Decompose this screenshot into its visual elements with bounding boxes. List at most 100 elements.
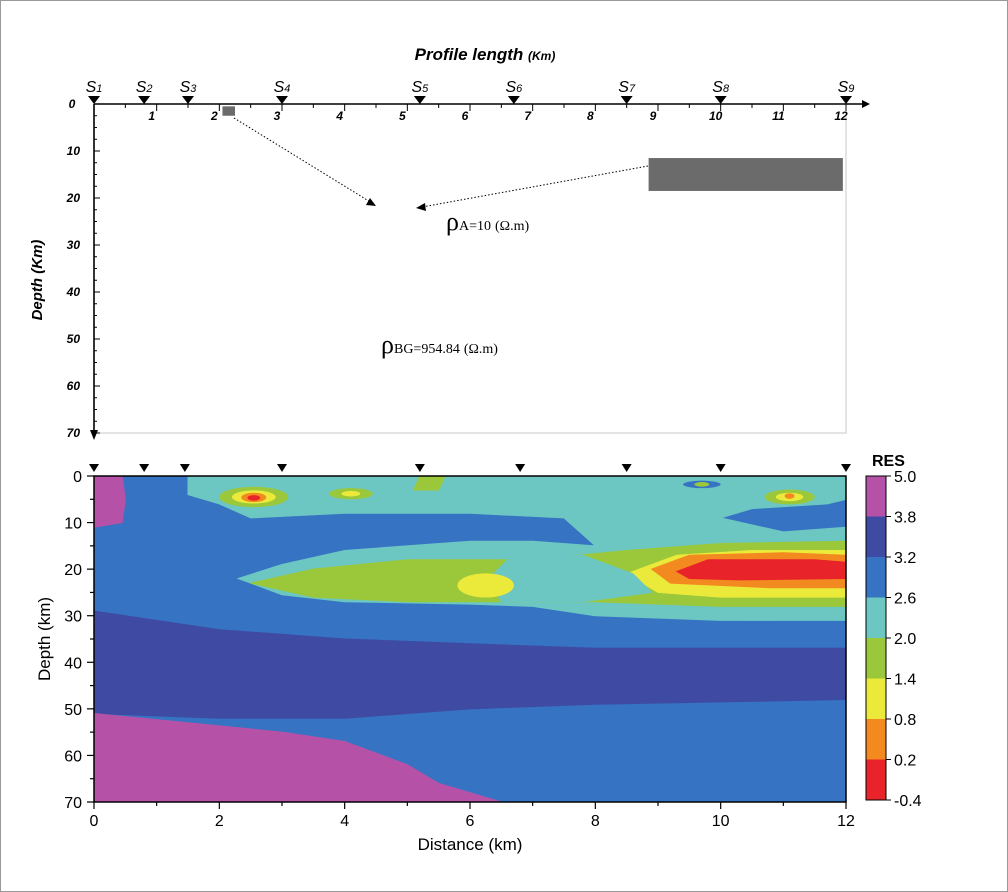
depth-tick-label: 60 [67,379,81,393]
colorbar-band [866,638,886,679]
profile-tick-label: 9 [650,109,657,123]
x-tick-label: 10 [712,813,730,830]
x-tick-label: 4 [340,813,349,830]
pointer-arrowhead-small [366,198,376,206]
depth-tick-label: 40 [66,285,81,299]
station-group: S1 S2 S3 S4 S5 S6 S7 S8 S9 [86,79,855,104]
resistivity-region [675,559,846,581]
y-tick-label: 60 [64,748,82,765]
colorbar-label: 5.0 [894,469,916,486]
colorbar-label: 0.8 [894,712,916,729]
x-tick-label: 2 [215,813,224,830]
depth-tick-label: 20 [66,191,81,205]
profile-tick-label: 12 [834,109,848,123]
station-label: S9 [838,79,855,96]
colorbar-band [866,516,886,557]
colorbar: RES 5.0 3.8 3.2 2.6 2.0 1.4 0.8 0.2 -0.4 [865,453,922,810]
colorbar-band [866,476,886,517]
inversion-station-marker [179,464,190,472]
colorbar-label: 0.2 [894,753,916,770]
x-axis-label: Distance (km) [418,835,523,854]
station-marker [840,96,852,104]
y-tick-label: 0 [73,469,82,486]
resistivity-anomaly [247,495,261,501]
colorbar-labels: 5.0 3.8 3.2 2.6 2.0 1.4 0.8 0.2 -0.4 [886,469,922,810]
station-label: S6 [505,79,523,96]
small-body-rect [222,106,235,116]
resistivity-region [94,712,502,802]
profile-tick-label: 7 [524,109,532,123]
y-tick-label: 20 [64,562,82,579]
colorbar-band [866,557,886,598]
inversion-station-marker [89,464,99,472]
inversion-station-marker [277,464,287,472]
resistivity-map [94,476,846,802]
x-tick-label: 8 [591,813,600,830]
station-label: S7 [618,79,636,96]
model-frame [93,103,847,434]
x-tick-group: 0 2 4 6 8 10 12 [90,802,855,830]
model-panel: Profile length (Km) 1 2 3 4 5 6 7 8 9 10 11 120 102… [29,45,870,440]
resistivity-anomaly [694,482,710,487]
station-label: S8 [712,79,730,96]
colorbar-band [866,597,886,638]
x-tick-label: 6 [466,813,475,830]
depth-tick-label: 50 [67,332,81,346]
pointer-arrowhead-large [416,203,426,211]
station-marker [276,96,288,104]
inversion-station-marker [715,464,726,472]
resistivity-region [412,476,446,491]
station-marker [182,96,194,104]
profile-tick-label: 11 [772,109,785,123]
inversion-station-marker [139,464,150,472]
inversion-station-marker [515,464,526,472]
rho-background-label: ρBG=954.84 (Ω.m) [381,330,498,359]
colorbar-band [866,719,886,760]
profile-axis-arrow [862,100,870,108]
x-tick-label: 12 [837,813,855,830]
inversion-station-marker [621,464,632,472]
station-label: S1 [86,79,103,96]
depth-tick-label: 30 [67,238,81,252]
y-tick-group: 0 10 20 30 40 50 60 70 [64,469,94,812]
profile-title: Profile length (Km) [415,45,556,64]
y-tick-label: 10 [64,516,82,533]
depth-tick-group: 10 20 30 40 50 60 70 [66,103,100,440]
station-marker [714,96,727,104]
colorbar-label: 3.8 [894,510,916,527]
colorbar-band [866,678,886,719]
colorbar-label: 2.6 [894,591,916,608]
colorbar-bands [865,475,887,801]
pointer-arrow-small [233,117,373,204]
station-label: S5 [411,79,429,96]
y-axis-label: Depth (km) [35,597,54,681]
colorbar-label: 2.0 [894,631,916,648]
inversion-station-marker [841,464,851,472]
profile-tick-label: 1 [148,109,155,123]
depth-tick-label: 70 [67,426,81,440]
resistivity-anomaly [784,493,795,499]
profile-tick-label: 8 [587,109,594,123]
colorbar-label: 3.2 [894,550,916,567]
profile-tick-label: 10 [709,109,723,123]
profile-tick-label: 4 [335,109,343,123]
resistivity-region [94,476,126,528]
anomaly-group [222,106,843,191]
station-marker [88,96,100,104]
profile-tick-label: 3 [274,109,281,123]
inversion-station-group [89,464,851,472]
resistivity-anomaly [341,490,361,497]
station-label: S2 [136,79,153,96]
colorbar-label: -0.4 [894,793,922,810]
colorbar-label: 1.4 [894,672,916,689]
y-tick-label: 40 [64,655,82,672]
y-tick-label: 30 [64,609,82,626]
station-marker [413,96,426,104]
station-label: S4 [274,79,291,96]
large-body-rect [648,158,843,191]
station-marker [507,96,520,104]
y-tick-label: 50 [64,702,82,719]
station-marker [620,96,633,104]
rho-anomaly-label: ρA=10 (Ω.m) [446,207,529,236]
